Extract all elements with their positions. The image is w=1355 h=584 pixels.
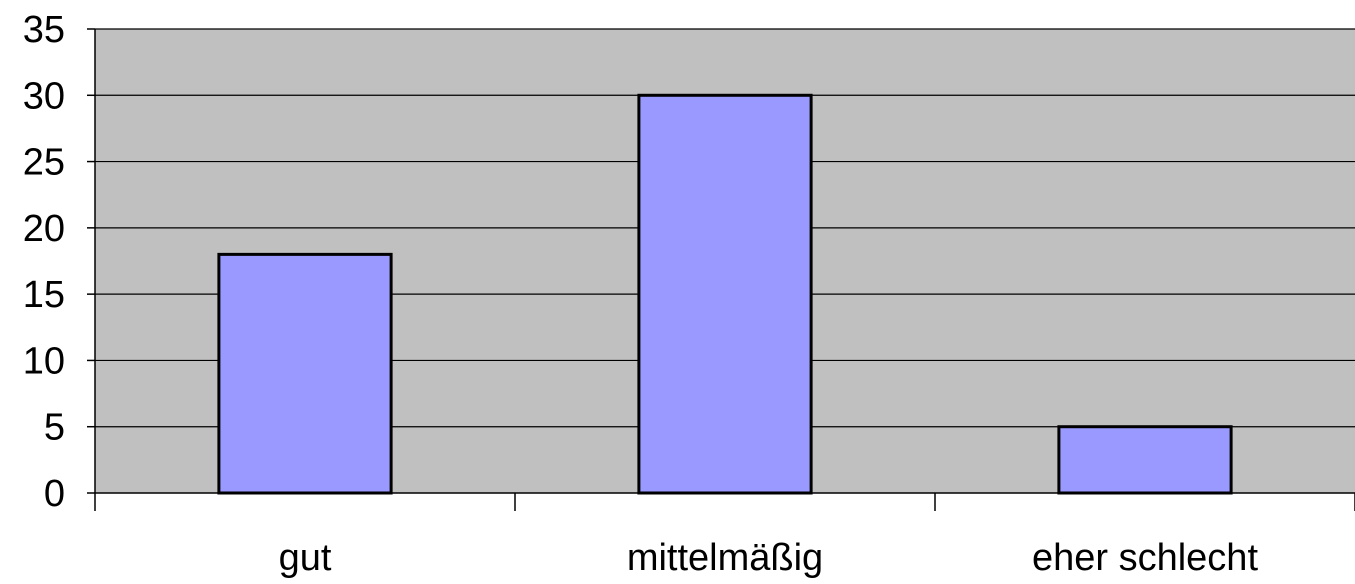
- y-tick-label-5: 25: [23, 142, 65, 184]
- y-tick-label-2: 10: [23, 340, 65, 382]
- y-tick-label-7: 35: [23, 9, 65, 51]
- axes: [94, 29, 1355, 494]
- bar-1: [637, 93, 813, 495]
- x-axis-ticks: gut mittelmäßig eher schlecht: [94, 493, 1355, 579]
- y-axis-ticks: 0 5 10 15 20 25 30 35: [23, 9, 95, 515]
- x-category-label-0: gut: [279, 537, 332, 579]
- y-tick-label-1: 5: [44, 407, 65, 449]
- x-category-label-1: mittelmäßig: [627, 537, 823, 579]
- x-category-label-2: eher schlecht: [1032, 537, 1258, 579]
- bar-0: [217, 252, 393, 495]
- bar-2: [1057, 425, 1233, 495]
- y-tick-label-0: 0: [44, 473, 65, 515]
- y-tick-label-3: 15: [23, 274, 65, 316]
- y-tick-label-4: 20: [23, 208, 65, 250]
- y-tick-label-6: 30: [23, 75, 65, 117]
